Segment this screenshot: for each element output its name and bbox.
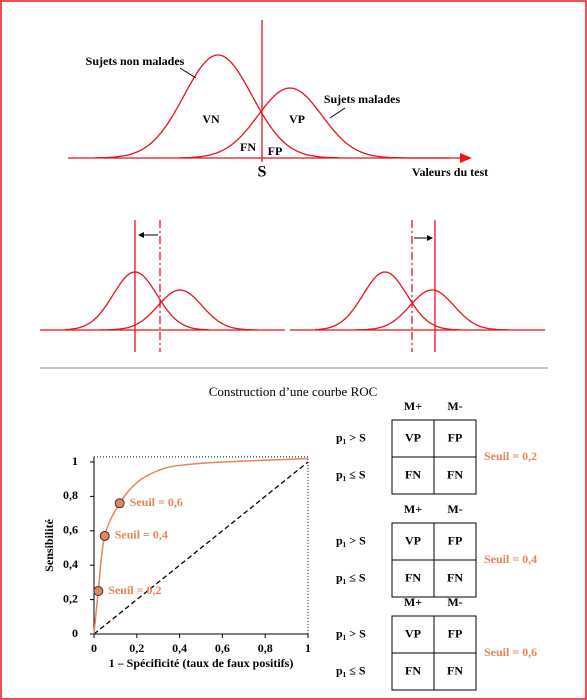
x-tick-label: 1 <box>305 641 311 655</box>
threshold-point <box>114 498 125 509</box>
row-header: p₁ > S <box>336 533 366 547</box>
label: FP <box>268 144 283 158</box>
col-header: M+ <box>404 502 422 516</box>
label: Valeurs du test <box>412 165 488 179</box>
cell: FN <box>447 570 463 584</box>
frame <box>94 456 309 634</box>
y-tick-label: 0,4 <box>63 557 78 571</box>
roc-chart: 0 0,2 0,4 0,6 0,8 1 0 0,2 0,4 0,6 0,8 1 1 – Spécific… <box>42 454 311 670</box>
diagonal <box>93 461 309 635</box>
cell: FN <box>405 467 421 481</box>
y-tick-label: 0,6 <box>63 523 78 537</box>
row-header: p₁ > S <box>336 430 366 444</box>
gaussian <box>355 289 509 331</box>
gaussian <box>180 87 450 159</box>
col-header: M- <box>447 502 462 516</box>
x-tick-label: 0 <box>91 641 97 655</box>
row-header: p₁ ≤ S <box>336 570 366 584</box>
cell: FN <box>405 663 421 677</box>
threshold-label: Seuil = 0,2 <box>484 449 537 463</box>
x-tick-label: 0,4 <box>172 641 187 655</box>
tables: M+ M-p₁ > S VP FP p₁ ≤ S FN FN Seuil = 0,2 M+ M-p… <box>336 399 537 691</box>
label: VP <box>289 112 305 126</box>
cell: FN <box>447 663 463 677</box>
col-header: M+ <box>404 595 422 609</box>
label: VN <box>202 112 220 126</box>
x-axis-label: 1 – Spécificité (taux de faux positifs) <box>109 656 294 670</box>
x-tick-label: 0,6 <box>215 641 230 655</box>
threshold-label: Seuil = 0,6 <box>484 645 537 659</box>
distributions <box>64 54 509 331</box>
row-header: p₁ > S <box>336 626 366 640</box>
col-header: M- <box>447 399 462 413</box>
label: Sujets non malades <box>86 54 185 68</box>
cell: VP <box>405 626 421 640</box>
y-tick-label: 1 <box>72 454 78 468</box>
threshold-label: Seuil = 0,4 <box>484 552 537 566</box>
cell: FN <box>447 467 463 481</box>
cell: VP <box>405 430 421 444</box>
section-title: Construction d’une courbe ROC <box>209 384 378 399</box>
gaussian <box>94 54 339 159</box>
cell: FP <box>448 430 463 444</box>
arrow-head <box>138 232 144 238</box>
row-header: p₁ ≤ S <box>336 467 366 481</box>
label: S <box>258 164 267 181</box>
row-header: p₁ ≤ S <box>336 663 366 677</box>
threshold-point <box>99 530 110 541</box>
pointer <box>329 107 346 119</box>
point-label: Seuil = 0,6 <box>130 495 183 509</box>
gaussian <box>64 271 210 331</box>
y-tick-label: 0,8 <box>63 488 78 502</box>
col-header: M+ <box>404 399 422 413</box>
point-label: Seuil = 0,4 <box>115 528 168 542</box>
threshold-point <box>93 586 104 596</box>
roc-curve <box>93 457 309 635</box>
point-label: Seuil = 0,2 <box>108 583 161 597</box>
gaussian <box>314 271 460 331</box>
x-tick-label: 0,8 <box>258 641 273 655</box>
y-tick-label: 0 <box>72 626 78 640</box>
arrow-head <box>427 235 433 241</box>
axis-arrow <box>460 153 472 163</box>
label: FN <box>240 140 256 154</box>
pointer <box>179 67 197 79</box>
cell: FP <box>448 533 463 547</box>
cell: FP <box>448 626 463 640</box>
gaussian <box>100 289 258 331</box>
y-tick-label: 0,2 <box>63 591 78 605</box>
col-header: M- <box>447 595 462 609</box>
y-axis-label: Sensibilité <box>42 518 56 571</box>
x-tick-label: 0,2 <box>129 641 144 655</box>
cell: FN <box>405 570 421 584</box>
cell: VP <box>405 533 421 547</box>
label: Sujets malades <box>324 92 401 106</box>
